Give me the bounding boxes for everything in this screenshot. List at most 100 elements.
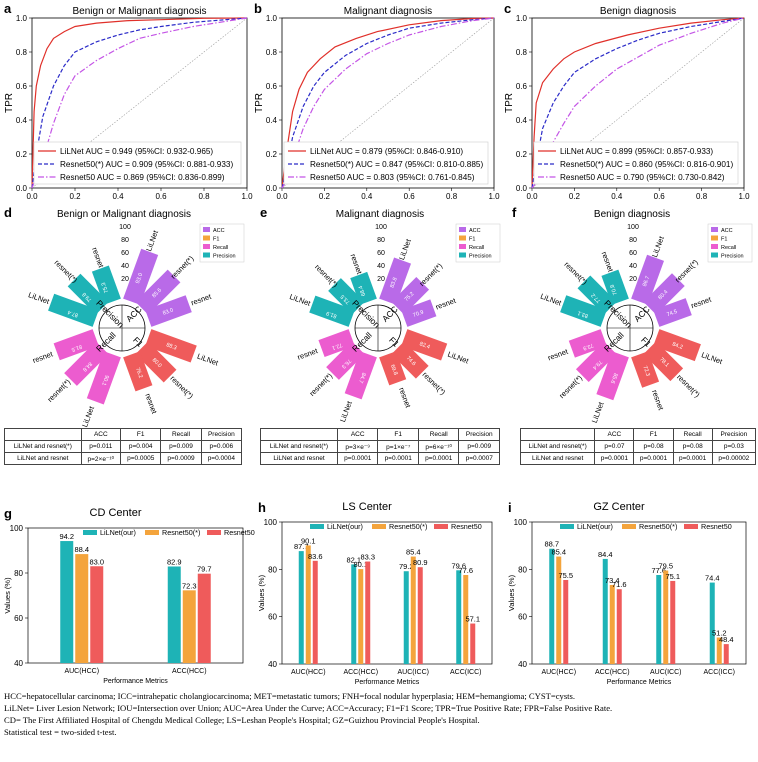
roc-legend <box>33 141 242 185</box>
ring-tick: 80 <box>121 237 129 244</box>
y-tick-label: 0.8 <box>16 48 28 57</box>
roc-title: Benign or Malignant diagnosis <box>73 6 207 17</box>
x-tick-label: 0.2 <box>319 192 331 200</box>
stat-cell: Precision <box>200 428 243 441</box>
bar-value-label: 79.5 <box>658 562 673 571</box>
petal-label: resnet <box>296 346 320 362</box>
radial-legend-label: F1 <box>213 237 219 243</box>
petal-value: 70.9 <box>412 310 424 319</box>
stat-cell: LiLNet and resnet(*) <box>519 440 596 453</box>
bar-legend-label: Resnet50 <box>224 528 255 537</box>
petal-label: resnet(*) <box>308 371 335 398</box>
panel-letter-b: b <box>254 1 262 16</box>
bar-value-label: 51.2 <box>712 628 727 637</box>
petal-value: 86.7 <box>642 275 651 287</box>
y-tick-label: 0.4 <box>266 116 278 125</box>
stat-cell: p=0.0004 <box>200 452 243 465</box>
petal-label: resnet <box>546 347 570 363</box>
bar-2 <box>563 579 569 664</box>
bar-value-label: 82.9 <box>167 557 182 566</box>
bar-2 <box>670 580 676 664</box>
petal-label: resnet <box>650 389 666 413</box>
panel-letter-f: f <box>512 205 517 220</box>
bar-value-label: 80.1 <box>353 560 368 569</box>
bar-frame <box>531 521 747 665</box>
stat-cell: p=0.07 <box>594 440 635 453</box>
x-tick-label: 0.0 <box>526 192 538 200</box>
petal-value: 79.4 <box>591 359 603 371</box>
bar-frame <box>27 527 244 664</box>
bar-value-label: 88.4 <box>74 545 89 554</box>
x-tick-label: 0.8 <box>446 192 458 200</box>
radial-panel-f: f Benign diagnosis 100 80 60 40 20 86.7 LiLNet 80… <box>512 205 753 424</box>
petal-bar <box>145 295 192 327</box>
bar-value-label: 80.9 <box>413 558 428 567</box>
stat-cell: p=0.0001 <box>594 452 635 465</box>
radial-legend-swatch <box>203 244 210 249</box>
petal-label: resnet(*) <box>417 261 444 288</box>
stat-cell: p=6×e⁻¹⁰ <box>417 440 460 453</box>
radial-legend-label: Precision <box>213 254 236 260</box>
stat-cell: p=0.0001 <box>633 452 674 465</box>
petal-label: LiLNet <box>338 399 354 423</box>
petal-bar <box>568 329 607 358</box>
stat-cell <box>519 428 596 441</box>
radial-legend-swatch <box>459 227 466 232</box>
petal-value: 68.4 <box>358 285 367 297</box>
petal-bar <box>653 298 692 327</box>
radial-legend-label: Recall <box>469 245 484 251</box>
stat-row: LiLNet and resnet p=0.0001 p=0.0001 p=0.000… <box>519 452 757 465</box>
panel-letter-g: g <box>4 506 12 521</box>
y-axis-label: Values (%) <box>257 574 266 611</box>
stat-cell: Recall <box>417 428 460 441</box>
bar-1 <box>182 590 196 663</box>
stat-cell: LiLNet and resnet(*) <box>260 440 338 453</box>
petal-value: 82.4 <box>419 341 431 350</box>
x-tick-label: 1.0 <box>738 192 750 200</box>
petal-bar <box>577 275 617 315</box>
bar-legend-label: LiLNet(our) <box>327 522 363 531</box>
petal-label: resnet <box>31 349 55 365</box>
petal-label: resnet(*) <box>46 377 73 404</box>
roc-curve-2 <box>31 17 248 189</box>
petal-value: 78.1 <box>658 357 670 369</box>
petal-bar <box>53 329 99 361</box>
bar-2 <box>470 623 476 664</box>
stat-header-row: ACC F1 Recall Precision <box>4 428 243 441</box>
y-axis-label: Values (%) <box>3 577 12 614</box>
petal-label: resnet(*) <box>557 373 584 400</box>
y-tick-label: 0.0 <box>266 184 278 193</box>
bar-legend-label: Resnet50(*) <box>162 528 200 537</box>
bar-legend-swatch <box>434 524 448 529</box>
category-label: ACC(ICC) <box>704 669 736 676</box>
radial-legend-label: Recall <box>721 245 736 251</box>
panel-letter-d: d <box>4 205 12 220</box>
roc-panel-b: b Malignant diagnosis 0.00.0 0.2 0.2 0.4 0.4 0.… <box>254 1 500 200</box>
category-label: AUC(HCC) <box>291 669 326 676</box>
roc-frame <box>281 17 495 189</box>
bar-chart-g: g CD Center 40 60 80 100 Values (%) Performance… <box>3 506 255 685</box>
bar-2 <box>197 573 211 663</box>
y-tick-label: 0.2 <box>16 150 28 159</box>
ring-tick: 100 <box>375 224 387 231</box>
bar-value-label: 79.7 <box>197 565 212 574</box>
stat-header-row: ACC F1 Recall Precision <box>519 428 757 441</box>
bar-value-label: 88.7 <box>544 540 559 549</box>
ring-tick: 20 <box>629 276 637 283</box>
y-tick-label: 0.8 <box>266 48 278 57</box>
radial-legend-swatch <box>711 252 718 258</box>
y-tick-label: 80 <box>518 565 527 574</box>
y-tick-label: 40 <box>268 660 277 669</box>
stat-cell: p=0.0001 <box>672 452 713 465</box>
x-tick-label: 0.6 <box>654 192 666 200</box>
bar-value-label: 77.6 <box>458 566 473 575</box>
radial-title: Malignant diagnosis <box>336 209 424 220</box>
category-label: ACC(HCC) <box>172 668 207 675</box>
petal-label: resnet <box>600 250 616 274</box>
radial-legend-label: ACC <box>721 228 733 234</box>
petal-label: resnet(*) <box>673 257 700 284</box>
petal-label: LiLNet <box>539 292 563 308</box>
bar-2 <box>365 561 371 664</box>
radial-legend-label: ACC <box>469 228 481 234</box>
footnote-statistics: Statistical test = two-sided t-test. <box>4 727 117 737</box>
